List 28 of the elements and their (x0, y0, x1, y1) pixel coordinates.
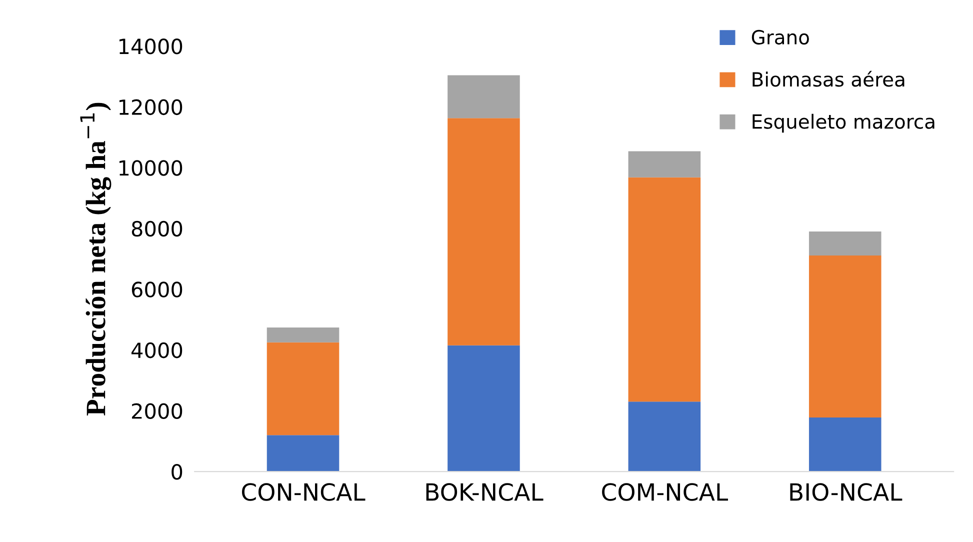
bar (266, 327, 340, 342)
bar (808, 417, 882, 472)
x-tick-label: CON-NCAL (242, 483, 366, 501)
y-tick-label: 6000 (132, 282, 182, 298)
bar (808, 231, 882, 256)
y-tick-label: 14000 (120, 38, 182, 54)
x-tick-label: BIO-NCAL (790, 483, 902, 501)
bar (628, 151, 701, 178)
y-tick-label: 0 (172, 464, 182, 480)
legend-label: Grano (752, 30, 809, 45)
legend-label: Esqueleto mazorca (752, 114, 934, 133)
x-tick-label: COM-NCAL (602, 483, 728, 501)
y-tick-label: 8000 (132, 220, 182, 237)
bar (628, 177, 701, 402)
y-tick-label: 12000 (120, 99, 182, 116)
y-tick-label: 10000 (120, 160, 182, 176)
bar (628, 402, 701, 472)
x-tick-label: BOK-NCAL (426, 483, 544, 501)
y-tick-label: 4000 (131, 342, 182, 358)
y-axis-title: Producción neta (kg ha$^{−1}$) (80, 102, 112, 416)
legend-label: Biomasas aérea (752, 70, 904, 87)
bar (448, 118, 520, 346)
y-tick-label: 2000 (132, 403, 182, 419)
bar (266, 435, 340, 472)
bar (448, 345, 520, 472)
bar (266, 342, 340, 436)
bar (448, 75, 520, 118)
bar (808, 255, 882, 418)
